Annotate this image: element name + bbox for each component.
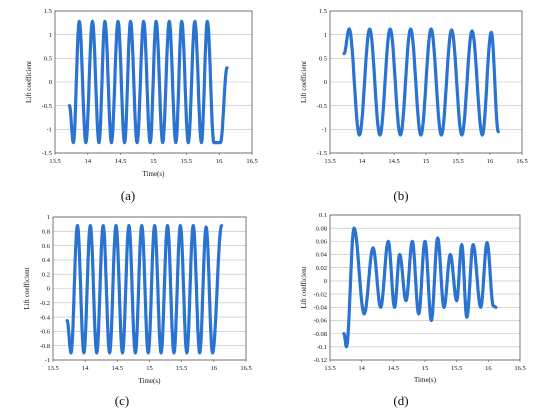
x-tick-label: 14.5: [112, 365, 123, 372]
panel-caption: (b): [393, 188, 408, 203]
y-tick-label: -0.2: [40, 300, 50, 307]
panel-caption: (c): [115, 393, 129, 408]
x-tick-label: 15.5: [176, 365, 187, 372]
y-axis-label: Lift coefficient: [300, 266, 308, 308]
x-tick-label: 14: [82, 365, 89, 372]
y-tick-label: 0.5: [319, 56, 327, 63]
x-tick-label: 16: [485, 365, 492, 372]
y-tick-label: -0.8: [40, 343, 50, 350]
y-tick-label: -0.6: [40, 329, 51, 336]
y-tick-label: -0.1: [317, 344, 327, 351]
y-axis-label: Lift coefficient: [300, 61, 308, 103]
y-tick-label: 0.8: [42, 229, 50, 236]
y-tick-label: 0: [47, 286, 50, 293]
y-tick-label: -0.08: [313, 331, 327, 338]
y-tick-label: -1: [47, 127, 52, 134]
x-tick-label: 16: [216, 158, 223, 165]
x-tick-label: 16.5: [516, 158, 527, 165]
y-tick-label: 0.2: [42, 271, 50, 278]
x-tick-label: 14: [85, 158, 92, 165]
chart-panel-c: 1 0.8 0.6 0.4 0.2 0 -0.2 -0.4 -0.6 -0.8 -113.5 14 14…: [23, 214, 252, 408]
x-tick-label: 15.5: [181, 158, 192, 165]
x-tick-label: 14.5: [388, 158, 399, 165]
y-tick-label: -0.06: [313, 318, 327, 325]
plot-frame: [52, 216, 247, 361]
x-tick-label: 14.5: [115, 158, 126, 165]
series-line: [342, 27, 500, 137]
y-tick-label: 0.1: [319, 212, 327, 219]
x-tick-label: 15: [146, 365, 153, 372]
y-tick-label: 1: [49, 32, 52, 39]
x-tick-label: 14: [359, 158, 366, 165]
y-tick-label: -1: [45, 357, 50, 364]
y-tick-label: 0.08: [316, 225, 327, 232]
chart-panel-d: 0.1 0.08 0.06 0.04 0.02 0 -0.02 -0.04 -0.06 -0.08…: [300, 212, 526, 408]
x-tick-label: 15.5: [452, 158, 463, 165]
series-line: [65, 224, 224, 355]
x-tick-label: 13.5: [49, 158, 60, 165]
x-tick-label: 16: [487, 158, 494, 165]
x-tick-label: 14.5: [388, 365, 399, 372]
x-tick-label: 15: [422, 365, 429, 372]
y-tick-label: 0: [324, 278, 327, 285]
y-axis-label: Lift coefficient: [25, 61, 33, 103]
x-axis-label: Time(s): [143, 170, 166, 178]
panel-caption: (d): [393, 393, 408, 408]
y-tick-label: 0: [324, 79, 327, 86]
y-tick-label: 1.5: [319, 8, 327, 15]
y-tick-label: 1: [324, 32, 327, 39]
x-tick-label: 13.5: [324, 158, 335, 165]
x-tick-label: 16.5: [240, 365, 251, 372]
y-tick-label: -0.04: [313, 304, 327, 311]
series-line: [342, 226, 498, 349]
y-tick-label: -1.5: [317, 150, 327, 157]
y-tick-label: -0.5: [317, 103, 327, 110]
y-tick-label: -0.4: [40, 314, 51, 321]
y-tick-label: 1: [47, 214, 50, 221]
plot-frame: [329, 214, 521, 361]
x-axis-label: Time(s): [414, 376, 437, 384]
x-tick-label: 15: [423, 158, 430, 165]
x-tick-label: 13.5: [47, 365, 58, 372]
panel-caption: (a): [121, 188, 135, 203]
y-tick-label: 0.04: [316, 252, 328, 259]
x-tick-label: 15.5: [451, 365, 462, 372]
x-tick-label: 16: [211, 365, 218, 372]
chart-panel-a: 1.5 1 0.5 0 -0.5 -1 -1.513.5 14 14.5 15 15.5 16 16.5…: [25, 8, 258, 203]
x-axis-label: Time(s): [139, 377, 162, 385]
y-tick-label: 0: [49, 79, 52, 86]
y-axis-label: Lift coefficient: [23, 267, 31, 309]
x-tick-label: 15: [150, 158, 157, 165]
plot-frame: [54, 10, 253, 154]
y-tick-label: 1.5: [44, 8, 52, 15]
y-tick-label: 0.5: [44, 56, 52, 63]
y-tick-label: 0.02: [316, 265, 327, 272]
y-tick-label: -0.02: [313, 291, 327, 298]
y-tick-label: -1: [322, 127, 327, 134]
y-tick-label: -0.5: [42, 103, 52, 110]
y-tick-label: 0.06: [316, 239, 328, 246]
y-tick-label: -1.5: [42, 150, 52, 157]
x-tick-label: 16.5: [514, 365, 525, 372]
plot-frame: [329, 10, 523, 154]
y-tick-label: 0.6: [42, 243, 51, 250]
y-tick-label: -0.12: [313, 357, 327, 364]
x-tick-label: 13.5: [324, 365, 335, 372]
chart-panel-b: 1.5 1 0.5 0 -0.5 -1 -1.513.5 14 14.5 15 15.5 16 16.5…: [300, 8, 528, 203]
y-tick-label: 0.4: [42, 257, 51, 264]
x-tick-label: 16.5: [246, 158, 257, 165]
series-line: [67, 19, 229, 145]
x-tick-label: 14: [358, 365, 365, 372]
